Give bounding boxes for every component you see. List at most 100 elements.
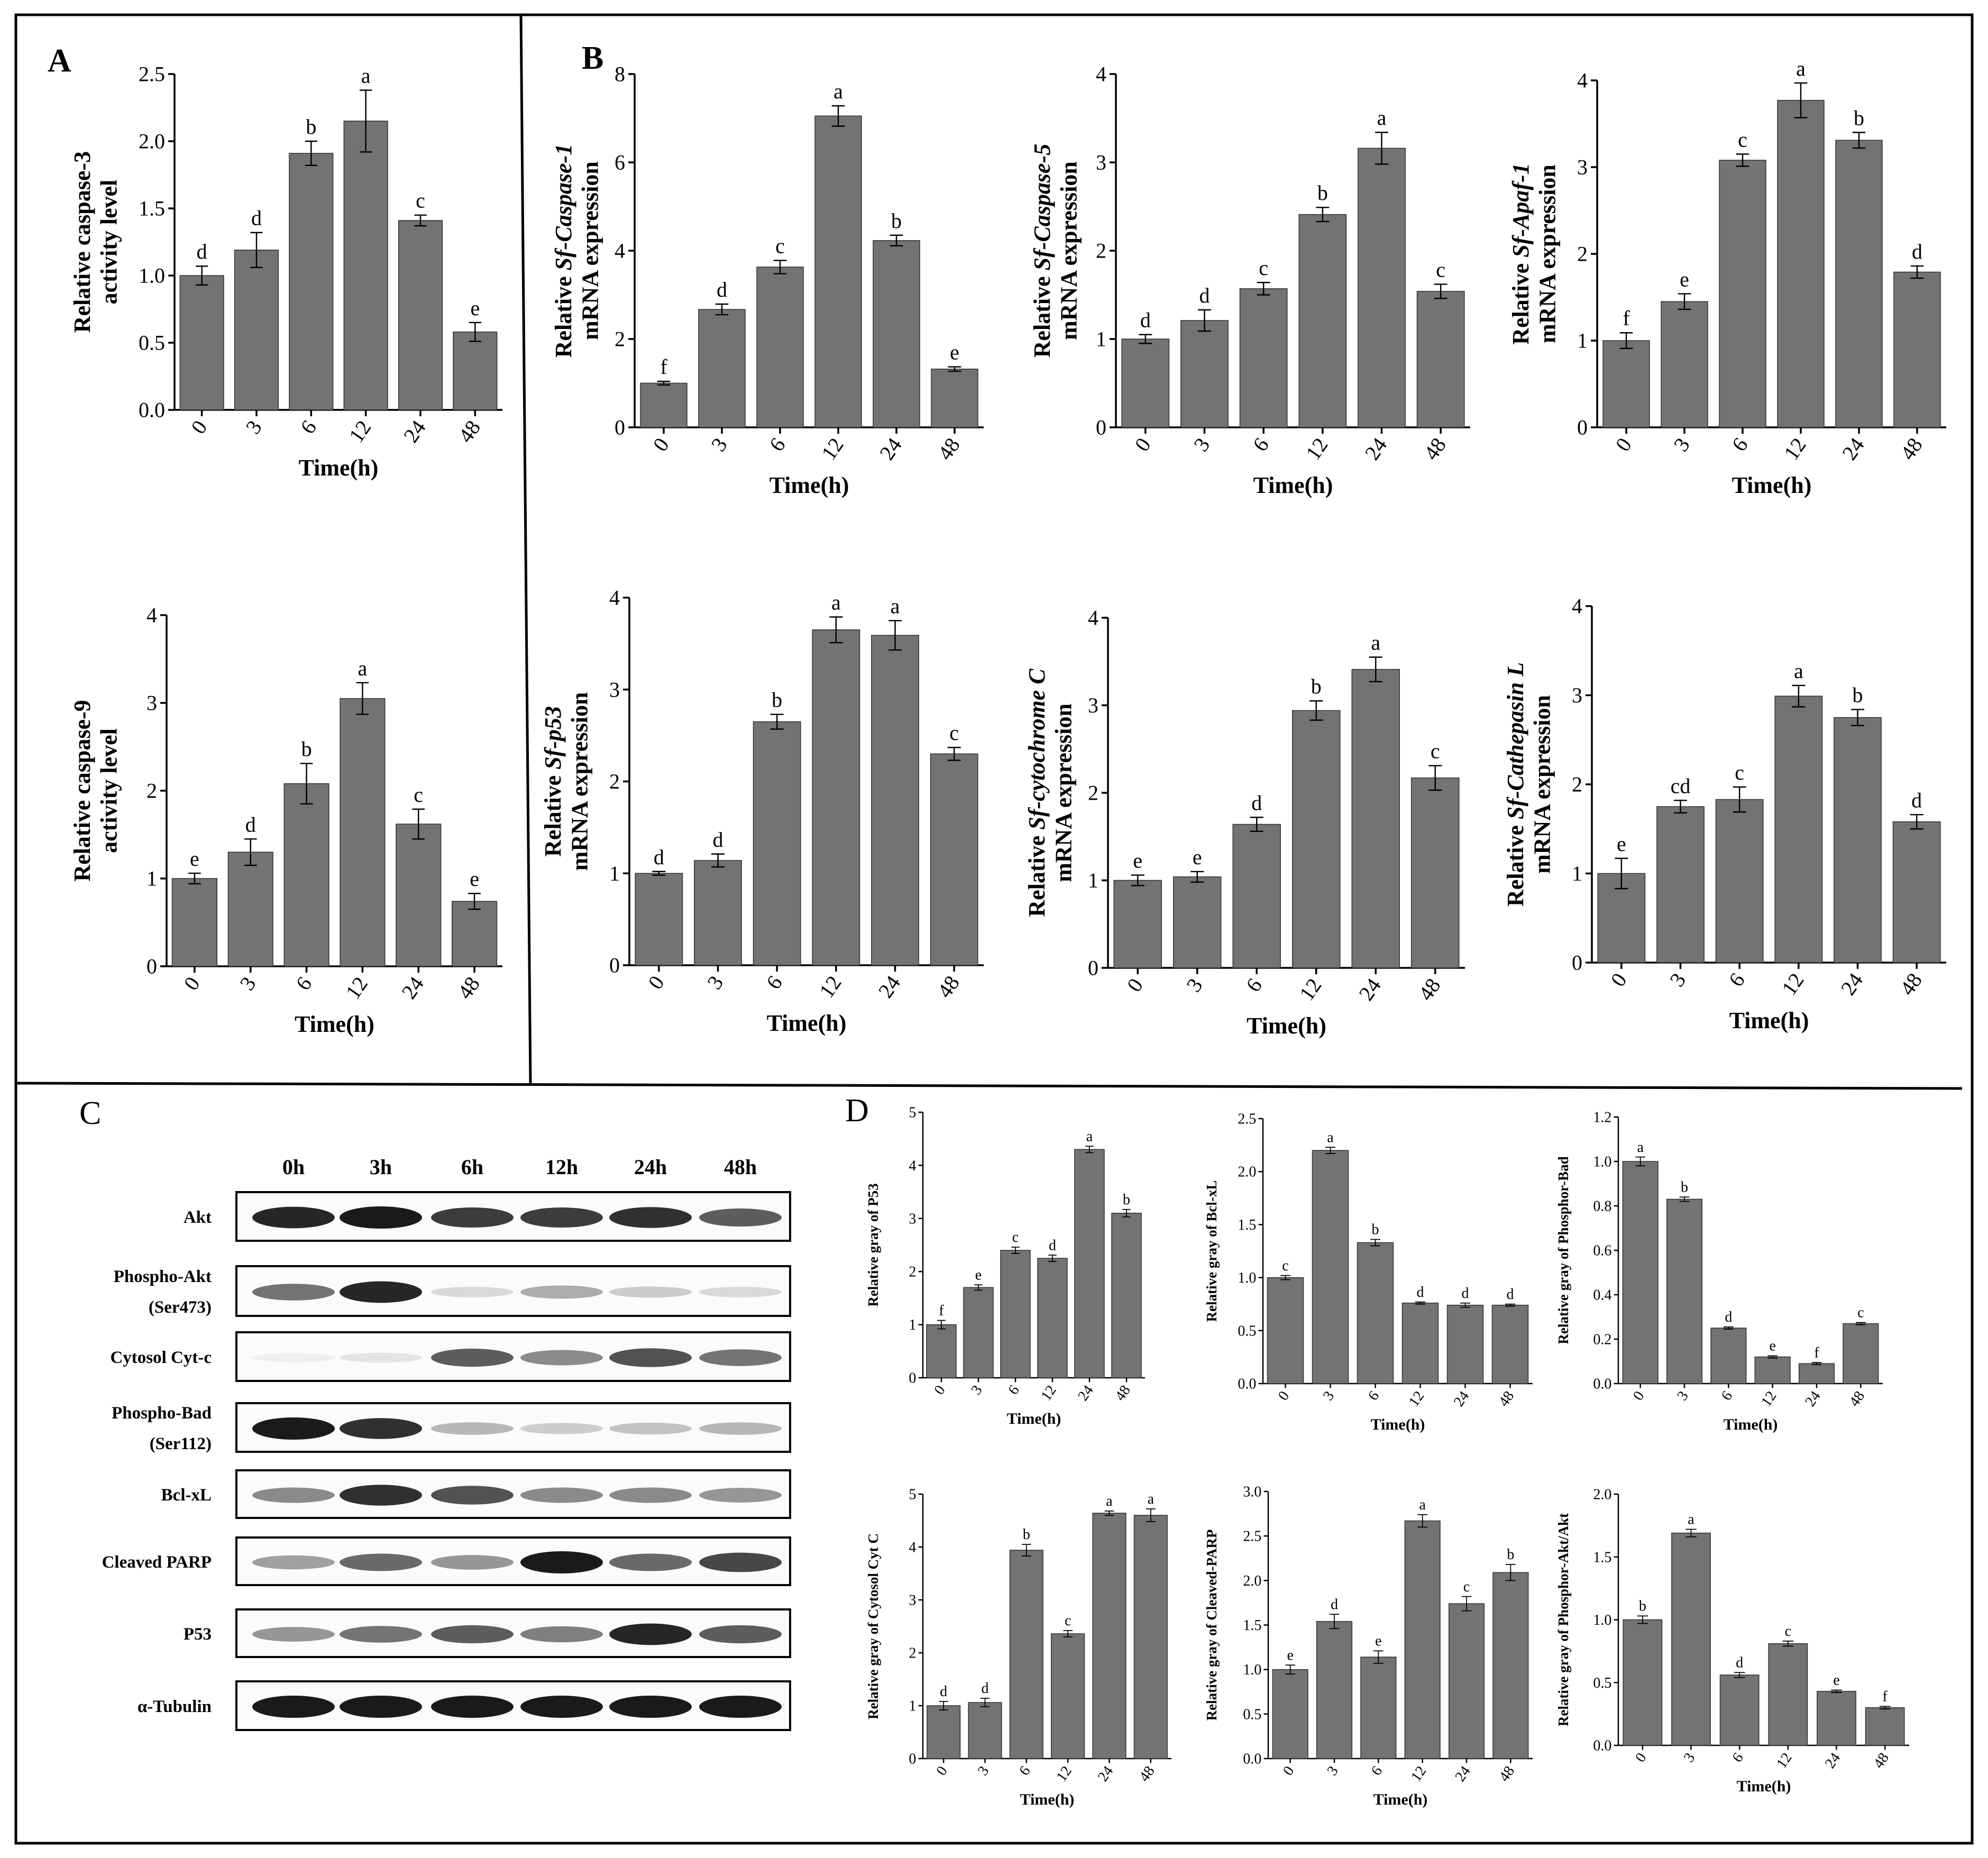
bar: [1009, 1550, 1043, 1759]
bar: [1843, 1323, 1879, 1384]
y-axis-title-part: Sf-cytochrome C: [1024, 669, 1050, 830]
blot-row-label: P53: [184, 1625, 212, 1644]
bar: [931, 369, 978, 428]
y-axis-title: mRNA expression: [567, 692, 593, 871]
x-tick-label: 0: [1632, 1750, 1650, 1765]
blot-row-label: Bcl-xL: [161, 1486, 212, 1505]
y-tick-label: 1: [609, 862, 620, 885]
y-tick-label: 2.5: [1243, 1528, 1261, 1545]
significance-letter: f: [1814, 1344, 1819, 1361]
blot-row-label: Phospho-Akt: [114, 1267, 212, 1286]
significance-letter: b: [1854, 106, 1864, 130]
x-tick-label: 48: [1870, 1750, 1892, 1772]
bar: [1358, 148, 1406, 428]
significance-letter: b: [1123, 1192, 1130, 1208]
significance-letter: d: [1331, 1597, 1338, 1613]
chart-gray-cleaved-parp: 0.0 0.5 1.0 1.5 2.0 2.5 3.0 e 0 d 3 e 6 a 12 c 24 b 48 Time…: [1204, 1484, 1533, 1808]
bar: [1777, 99, 1825, 428]
x-tick-label: 12: [1301, 433, 1333, 464]
x-tick-label: 3: [1669, 433, 1694, 455]
blot-band: [520, 1626, 603, 1643]
western-blot: 0h 3h 6h 12h 24h 48h Akt Phospho-Akt (Ser473) Cyt…: [102, 1155, 791, 1731]
blot-band: [340, 1485, 422, 1506]
bar: [1312, 1150, 1349, 1384]
blot-band: [252, 1353, 335, 1362]
y-tick-label: 0.0: [139, 398, 165, 422]
y-axis-title-part: Relative gray of Cleaved-PARP: [1204, 1530, 1220, 1721]
bar: [640, 382, 688, 428]
bar: [635, 873, 683, 966]
bar: [1272, 1669, 1308, 1759]
x-tick-label: 6: [1724, 968, 1749, 991]
blot-band: [340, 1418, 422, 1439]
lane-label: 6h: [461, 1155, 483, 1179]
significance-letter: d: [717, 278, 727, 301]
divider-a-b: [519, 14, 532, 1084]
y-tick-label: 1: [909, 1317, 916, 1333]
significance-letter: c: [949, 721, 959, 745]
bar: [1173, 876, 1222, 968]
bar: [1180, 320, 1229, 428]
y-tick-label: 4: [1096, 62, 1106, 86]
x-tick-label: 6: [291, 972, 316, 994]
blot-band: [252, 1487, 335, 1503]
blot-band: [252, 1284, 335, 1301]
x-tick-label: 3: [707, 433, 732, 455]
x-tick-label: 6: [1365, 1388, 1382, 1404]
y-tick-label: 5: [909, 1487, 916, 1503]
x-axis-title: Time(h): [299, 455, 379, 481]
y-axis-title: Relative gray of Phosphor-Bad: [1555, 1156, 1571, 1344]
significance-letter: a: [358, 656, 368, 680]
blot-band: [609, 1286, 692, 1298]
bar: [1292, 710, 1341, 968]
significance-letter: d: [1725, 1309, 1732, 1325]
x-tick-label: 6: [1729, 1750, 1747, 1765]
blot-band: [609, 1422, 692, 1435]
y-axis-title-part: Relative: [1508, 258, 1534, 345]
x-tick-label: 24: [1360, 433, 1392, 464]
y-tick-label: 0.5: [1243, 1706, 1261, 1723]
y-tick-label: 0.0: [1243, 1751, 1261, 1768]
y-axis-title: activity level: [96, 728, 122, 853]
x-tick-label: 3: [1181, 974, 1207, 996]
x-tick-label: 24: [1837, 433, 1869, 464]
significance-letter: a: [1377, 106, 1387, 130]
y-axis-title-part: Sf-Cathepasin L: [1503, 662, 1528, 819]
y-axis-title: Relative gray of Phosphor-Akt/Akt: [1555, 1513, 1571, 1726]
y-tick-label: 2.0: [1243, 1573, 1261, 1589]
x-tick-label: 24: [1451, 1388, 1472, 1410]
y-tick-label: 5: [909, 1105, 916, 1121]
significance-letter: b: [301, 737, 312, 761]
x-tick-label: 48: [1496, 1763, 1518, 1785]
y-tick-label: 1.0: [1593, 1154, 1611, 1170]
significance-letter: b: [1681, 1179, 1688, 1195]
x-tick-label: 6: [1016, 1763, 1033, 1779]
y-tick-label: 0: [1572, 951, 1582, 975]
y-axis-title-part: Relative gray of Cytosol Cyt C: [865, 1533, 881, 1719]
x-tick-label: 3: [241, 416, 267, 438]
panel-label-d: D: [845, 1093, 869, 1129]
significance-letter: c: [1738, 127, 1747, 151]
bar: [1037, 1258, 1068, 1378]
bar: [1715, 799, 1764, 963]
significance-letter: e: [1617, 832, 1626, 856]
x-tick-label: 48: [1136, 1763, 1158, 1785]
bar: [1000, 1250, 1031, 1378]
y-tick-label: 1.0: [1243, 1662, 1261, 1678]
y-tick-label: 0.5: [139, 331, 165, 355]
x-tick-label: 48: [1846, 1388, 1868, 1410]
significance-letter: e: [1680, 267, 1689, 291]
y-tick-label: 0.5: [1593, 1675, 1611, 1691]
bar: [1411, 777, 1460, 968]
y-axis-title-part: Sf-Caspase-5: [1029, 144, 1055, 271]
lane-label: 48h: [724, 1155, 757, 1179]
y-axis-title: Relative caspase-9: [69, 700, 95, 881]
x-tick-label: 12: [814, 971, 846, 1002]
x-tick-label: 6: [1248, 433, 1274, 455]
significance-letter: c: [1463, 1579, 1470, 1595]
significance-letter: d: [1140, 308, 1151, 332]
x-tick-label: 6: [296, 416, 321, 438]
